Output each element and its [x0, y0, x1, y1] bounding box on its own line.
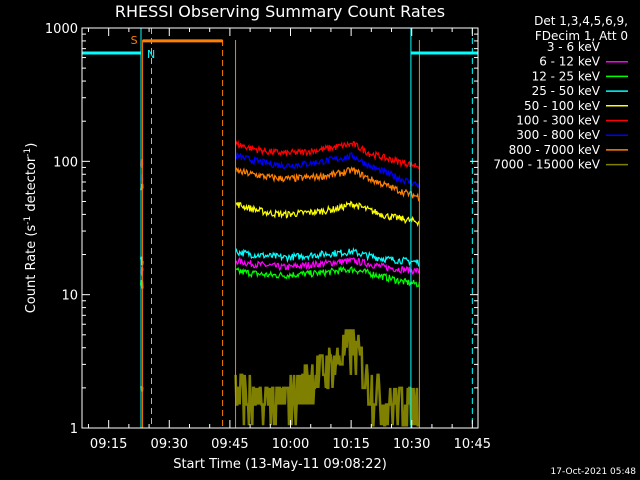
trace-25-50-kev-main [235, 246, 420, 267]
x-tick-label: 09:30 [151, 437, 188, 452]
y-tick-label: 100 [53, 155, 78, 170]
legend: Det 1,3,4,5,6,9, FDecim 1, Att 0 3 - 6 k… [493, 14, 628, 172]
y-axis-label: Count Rate (s-1 detector-1) [23, 143, 39, 314]
x-tick-label: 10:15 [332, 437, 369, 452]
timestamp: 17-Oct-2021 05:48 [551, 467, 637, 477]
legend-header-line-2: FDecim 1, Att 0 [535, 29, 628, 43]
trace-50-100-kev-main [235, 200, 420, 228]
trace-6-12-kev-main [235, 256, 420, 276]
legend-header-line-1: Det 1,3,4,5,6,9, [534, 14, 628, 28]
x-axis-ticks: 09:15 09:30 09:45 10:00 10:15 10:30 10:45 [87, 28, 491, 452]
legend-label: 3 - 6 keV [547, 40, 601, 54]
y-tick-label: 10 [61, 289, 78, 304]
x-tick-label: 09:15 [90, 437, 127, 452]
trace-100-300-kev-main [235, 139, 420, 169]
x-tick-label: 10:00 [272, 437, 309, 452]
legend-label: 50 - 100 keV [524, 99, 601, 113]
x-tick-label: 10:45 [454, 437, 491, 452]
x-tick-label: 10:30 [393, 437, 430, 452]
y-tick-label: 1000 [45, 22, 78, 37]
trace-12-25-kev-main [235, 265, 420, 288]
legend-label: 800 - 7000 keV [509, 143, 601, 157]
legend-label: 12 - 25 keV [532, 69, 601, 83]
legend-label: 7000 - 15000 keV [493, 158, 600, 172]
trace-300-800-kev-main [235, 151, 420, 188]
legend-label: 100 - 300 keV [516, 114, 600, 128]
chart-title: RHESSI Observing Summary Count Rates [115, 2, 445, 21]
trace-3-6-kev-main [235, 275, 420, 331]
x-axis-label: Start Time (13-May-11 09:08:22) [173, 457, 387, 472]
plot-frame [81, 27, 479, 429]
marker-layer: SN [82, 28, 478, 428]
legend-label: 25 - 50 keV [532, 84, 601, 98]
y-tick-label: 1 [70, 422, 78, 437]
trace-800-7000-kev-main [235, 166, 420, 202]
x-tick-label: 09:45 [211, 437, 248, 452]
legend-label: 300 - 800 keV [516, 128, 600, 142]
interval-label-S: S [131, 34, 138, 47]
legend-label: 6 - 12 keV [539, 55, 601, 69]
trace-7000-15000-kev-main [234, 329, 420, 427]
interval-label-N: N [147, 48, 155, 61]
y-axis-ticks: 1 10 100 1000 [45, 22, 478, 437]
